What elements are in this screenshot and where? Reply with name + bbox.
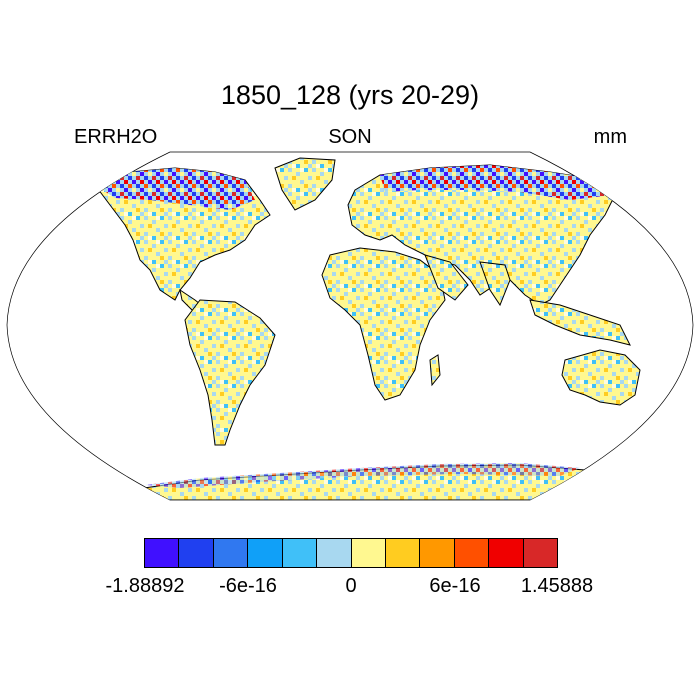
colorbar-swatch bbox=[178, 538, 214, 568]
colorbar-swatch bbox=[488, 538, 524, 568]
colorbar-swatch bbox=[281, 538, 318, 568]
colorbar-tick-label: 1.45888 bbox=[520, 575, 594, 597]
season-label: SON bbox=[328, 126, 372, 148]
colorbar-swatch bbox=[316, 538, 352, 568]
greenland bbox=[274, 157, 336, 211]
colorbar-swatch bbox=[384, 538, 421, 568]
colorbar-swatch bbox=[453, 538, 490, 568]
colorbar-tick-label: -1.88892 bbox=[105, 575, 185, 597]
variable-label: ERRH2O bbox=[74, 126, 158, 148]
units-label: mm bbox=[593, 126, 627, 148]
australia bbox=[561, 349, 641, 406]
colorbar-tick-label: 6e-16 bbox=[429, 575, 481, 597]
arabia bbox=[424, 254, 469, 301]
india bbox=[479, 261, 511, 307]
map-title: 1850_128 (yrs 20-29) bbox=[220, 80, 480, 110]
arctic-anomaly-bands bbox=[95, 165, 612, 488]
colorbar-swatch bbox=[522, 538, 559, 568]
south-america bbox=[184, 299, 276, 446]
colorbar-swatch bbox=[350, 538, 386, 568]
africa bbox=[321, 247, 446, 401]
madagascar bbox=[429, 354, 441, 387]
colorbar-swatch bbox=[212, 538, 249, 568]
colorbar-tick-label: -6e-16 bbox=[219, 575, 277, 597]
colorbar-swatch bbox=[247, 538, 283, 568]
colorbar-tick-label: 0 bbox=[345, 575, 357, 597]
southeast-asia bbox=[529, 299, 631, 346]
colorbar bbox=[144, 538, 559, 568]
colorbar-swatch bbox=[144, 538, 180, 568]
colorbar-swatch bbox=[419, 538, 455, 568]
land-masses bbox=[94, 157, 641, 500]
